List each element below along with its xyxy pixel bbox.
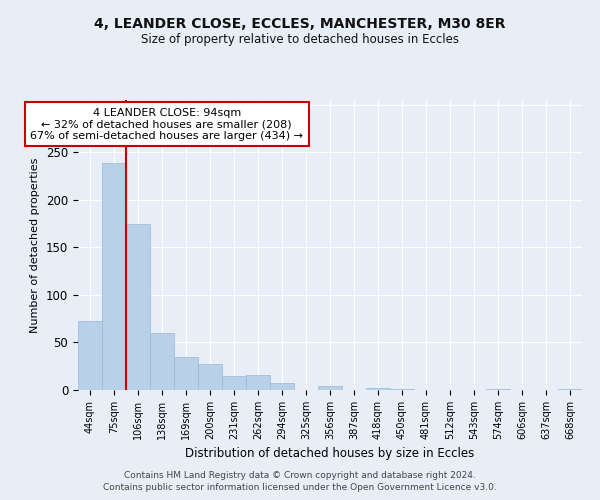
Text: Contains public sector information licensed under the Open Government Licence v3: Contains public sector information licen… xyxy=(103,484,497,492)
Bar xyxy=(366,388,390,390)
X-axis label: Distribution of detached houses by size in Eccles: Distribution of detached houses by size … xyxy=(185,448,475,460)
Bar xyxy=(390,389,414,390)
Bar xyxy=(78,320,102,390)
Bar xyxy=(126,224,150,390)
Y-axis label: Number of detached properties: Number of detached properties xyxy=(31,158,40,332)
Bar xyxy=(150,333,174,390)
Bar xyxy=(102,163,126,390)
Bar xyxy=(558,389,582,390)
Bar xyxy=(486,389,510,390)
Text: Contains HM Land Registry data © Crown copyright and database right 2024.: Contains HM Land Registry data © Crown c… xyxy=(124,471,476,480)
Text: 4 LEANDER CLOSE: 94sqm
← 32% of detached houses are smaller (208)
67% of semi-de: 4 LEANDER CLOSE: 94sqm ← 32% of detached… xyxy=(31,108,304,141)
Bar xyxy=(318,386,342,390)
Bar xyxy=(198,364,222,390)
Bar xyxy=(174,356,198,390)
Text: Size of property relative to detached houses in Eccles: Size of property relative to detached ho… xyxy=(141,32,459,46)
Bar xyxy=(270,384,294,390)
Bar xyxy=(222,376,246,390)
Text: 4, LEANDER CLOSE, ECCLES, MANCHESTER, M30 8ER: 4, LEANDER CLOSE, ECCLES, MANCHESTER, M3… xyxy=(94,18,506,32)
Bar xyxy=(246,375,270,390)
